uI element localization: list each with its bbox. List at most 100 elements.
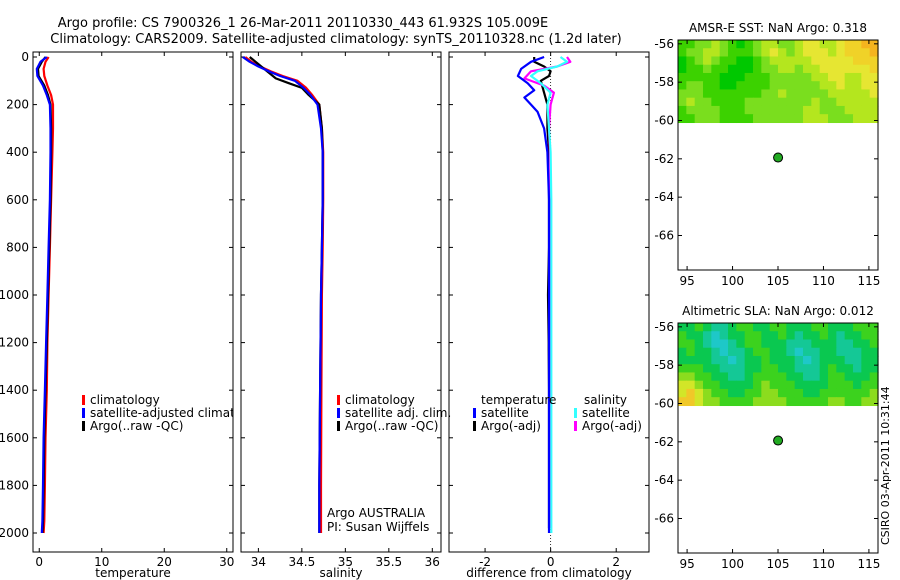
heatmap-cell xyxy=(794,364,804,374)
heatmap-cell xyxy=(836,89,846,99)
heatmap-cell xyxy=(811,331,821,341)
heatmap-cell xyxy=(711,355,721,365)
heatmap-cell xyxy=(828,397,837,407)
heatmap-cell xyxy=(794,48,804,58)
x-tick-label: 0 xyxy=(35,555,43,569)
map-x-tick-label: 95 xyxy=(679,274,694,288)
map-x-tick-label: 105 xyxy=(767,557,790,571)
legend-temperature-swatch-argo-adj xyxy=(473,421,476,431)
heatmap-cell xyxy=(736,40,746,49)
heatmap-cell xyxy=(686,397,696,407)
heatmap-cell xyxy=(744,89,754,99)
heatmap-cell xyxy=(794,72,804,82)
heatmap-cell xyxy=(678,89,687,99)
temperature-legend-swatch-climatology xyxy=(82,395,85,405)
heatmap-cell xyxy=(778,72,787,82)
legend-salinity-swatch-satellite xyxy=(574,408,577,418)
heatmap-cell xyxy=(694,323,704,332)
heatmap-cell xyxy=(686,97,696,107)
heatmap-cell xyxy=(819,97,829,107)
heatmap-cell xyxy=(844,89,854,99)
heatmap-cell xyxy=(686,323,696,332)
depth-tick-label: 1800 xyxy=(0,478,29,492)
heatmap-cell xyxy=(769,323,779,332)
heatmap-cell xyxy=(861,114,871,124)
heatmap-cell xyxy=(736,372,746,382)
heatmap-cell xyxy=(869,380,879,390)
heatmap-cell xyxy=(844,56,854,66)
heatmap-cell xyxy=(786,114,796,124)
heatmap-cell xyxy=(728,364,737,374)
heatmap-cell xyxy=(728,89,737,99)
heatmap-cell xyxy=(778,40,787,49)
heatmap-cell xyxy=(678,64,687,74)
heatmap-cell xyxy=(736,72,746,82)
heatmap-cell xyxy=(736,105,746,115)
x-tick-label: 34 xyxy=(251,555,266,569)
heatmap-cell xyxy=(703,397,712,407)
legend-temperature-label-argo-adj: Argo(-adj) xyxy=(481,419,541,433)
heatmap-cell xyxy=(703,355,712,365)
heatmap-cell xyxy=(703,380,712,390)
heatmap-cell xyxy=(786,380,796,390)
heatmap-cell xyxy=(769,364,779,374)
heatmap-cell xyxy=(778,97,787,107)
heatmap-cell xyxy=(786,347,796,357)
heatmap-cell xyxy=(853,48,862,58)
heatmap-cell xyxy=(744,397,754,407)
heatmap-cell xyxy=(844,81,854,91)
heatmap-cell xyxy=(853,81,862,91)
heatmap-cell xyxy=(686,364,696,374)
heatmap-cell xyxy=(861,81,871,91)
heatmap-cell xyxy=(719,347,729,357)
heatmap-cell xyxy=(719,364,729,374)
plot-frame xyxy=(240,51,442,553)
heatmap-cell xyxy=(703,331,712,341)
heatmap-cell xyxy=(844,97,854,107)
heatmap-cell xyxy=(761,347,771,357)
heatmap-cell xyxy=(744,81,754,91)
heatmap-cell xyxy=(819,388,829,398)
heatmap-cell xyxy=(794,323,804,332)
heatmap-cell xyxy=(803,364,812,374)
heatmap-cell xyxy=(736,64,746,74)
heatmap-cell xyxy=(744,347,754,357)
heatmap-cell xyxy=(786,64,796,74)
heatmap-cell xyxy=(744,48,754,58)
depth-tick-label: 0 xyxy=(21,50,29,64)
heatmap-cell xyxy=(736,397,746,407)
heatmap-cell xyxy=(869,114,879,124)
heatmap-cell xyxy=(736,114,746,124)
heatmap-cell xyxy=(753,89,762,99)
heatmap-cell xyxy=(744,380,754,390)
series-line-argo-raw-qc xyxy=(249,56,324,533)
heatmap-cell xyxy=(828,72,837,82)
series-line-satellite-adj-clim xyxy=(242,56,324,533)
heatmap-cell xyxy=(753,64,762,74)
salinity-annotation-line1: Argo AUSTRALIA xyxy=(327,506,426,520)
heatmap-cell xyxy=(811,364,821,374)
heatmap-cell xyxy=(703,48,712,58)
heatmap-cell xyxy=(678,48,687,58)
heatmap-cell xyxy=(803,64,812,74)
heatmap-cell xyxy=(869,372,879,382)
heatmap-cell xyxy=(786,339,796,349)
heatmap-cell xyxy=(819,372,829,382)
heatmap-cell xyxy=(761,105,771,115)
heatmap-cell xyxy=(678,81,687,91)
heatmap-cell xyxy=(836,81,846,91)
heatmap-cell xyxy=(686,380,696,390)
heatmap-cell xyxy=(794,89,804,99)
heatmap-cell xyxy=(728,388,737,398)
heatmap-cell xyxy=(803,48,812,58)
heatmap-cell xyxy=(694,364,704,374)
heatmap-cell xyxy=(836,364,846,374)
series-line-salinity-satellite xyxy=(529,56,569,533)
heatmap-cell xyxy=(711,56,721,66)
heatmap-cell xyxy=(869,64,879,74)
heatmap-cell xyxy=(794,56,804,66)
heatmap-cell xyxy=(786,364,796,374)
heatmap-cell xyxy=(811,372,821,382)
heatmap-cell xyxy=(828,56,837,66)
heatmap-cell xyxy=(803,40,812,49)
